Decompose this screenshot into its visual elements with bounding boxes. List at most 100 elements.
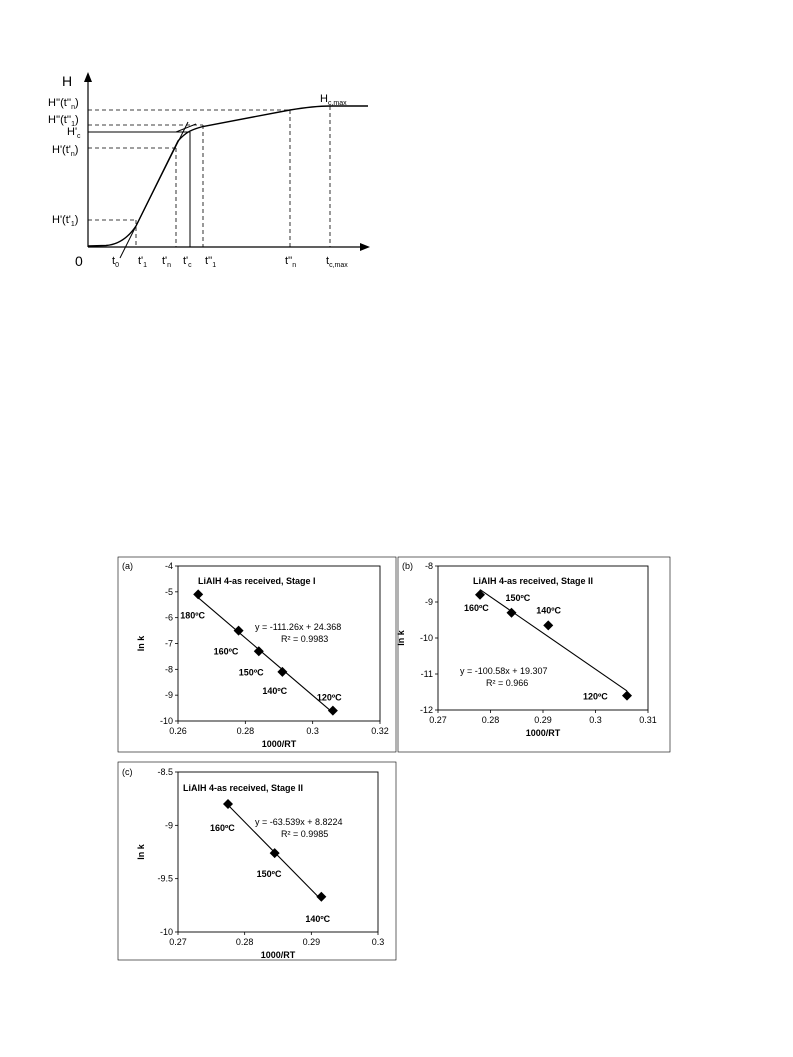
y-tick-label: -12	[420, 705, 433, 715]
y-tick-label: -9.5	[157, 874, 173, 884]
chart-panel-b: (b) -8 -9 -10 -11 -120.27 0.28 0.29 0.3 0.31 1000/…	[396, 556, 671, 753]
data-point-label: 140ºC	[305, 914, 330, 924]
y-axis-title: ln k	[136, 843, 146, 859]
y-tick-label: -11	[421, 669, 433, 679]
label-h-tn2: H''(t''n)	[48, 97, 79, 111]
plot-area-border	[437, 565, 649, 711]
data-point-diamond	[327, 705, 338, 716]
y-axis-title: ln k	[396, 629, 406, 645]
data-point-diamond	[277, 666, 288, 677]
x-tick-label: 0.32	[371, 726, 389, 736]
schematic-x-labels: t0 t'1 t'n t'c t''1 t''n tc,max	[112, 255, 348, 269]
trendline-equation: y = -100.58x + 19.307	[460, 666, 548, 676]
label-h-tn1: H'(t'n)	[52, 144, 78, 158]
x-tick-label: 0.3	[589, 715, 602, 725]
y-axis-title: ln k	[136, 635, 146, 651]
data-point-diamond	[543, 620, 554, 631]
x-tick-label: 0.28	[237, 726, 255, 736]
y-tick-label: -8	[165, 664, 173, 674]
data-point-label: 140ºC	[262, 686, 287, 696]
chart-panel-a: (a) -4 -5 -6 -7 -8 -9 -100.26 0.28 0.3 0.32 1000/RT…	[117, 556, 397, 753]
data-point-label: 120ºC	[583, 692, 608, 702]
x-tick-label: 0.31	[639, 715, 657, 725]
x-tick-label: 0.27	[429, 715, 447, 725]
trendline-equation: y = -111.26x + 24.368	[255, 622, 341, 632]
y-tick-label: -4	[165, 561, 173, 571]
data-point-diamond	[193, 589, 204, 600]
y-tick-label: -5	[165, 587, 173, 597]
label-t0: t0	[112, 255, 119, 269]
y-tick-label: -8	[425, 561, 433, 571]
chart-title: LiAlH 4-as received, Stage I	[198, 576, 316, 586]
label-h-t11: H'(t'1)	[52, 214, 78, 228]
y-tick-label: -10	[420, 633, 433, 643]
data-point-diamond	[475, 589, 485, 600]
trendline	[197, 597, 334, 714]
y-tick-label: -7	[165, 639, 173, 649]
label-hcmax: Hc,max	[320, 93, 347, 107]
label-t12: t''1	[205, 255, 216, 269]
x-tick-label: 0.28	[482, 715, 500, 725]
x-axis-title: 1000/RT	[526, 728, 561, 738]
data-point-label: 150ºC	[257, 869, 282, 879]
trendline-r-squared: R² = 0.9983	[281, 634, 328, 644]
panel-outer-frame	[117, 556, 397, 753]
x-tick-label: 0.27	[169, 937, 187, 947]
data-point-label: 150ºC	[506, 593, 531, 603]
label-hc: H'c	[67, 126, 81, 140]
label-h-t12: H''(t''1)	[48, 114, 79, 128]
data-point-label: 180ºC	[180, 610, 205, 620]
trendline	[479, 589, 628, 692]
label-t1: t'1	[138, 255, 147, 269]
schematic-tangent-line-2	[175, 123, 197, 133]
panel-outer-frame	[397, 556, 671, 753]
data-point-diamond	[506, 607, 517, 618]
label-tc: t'c	[183, 255, 192, 269]
x-axis-title: 1000/RT	[261, 950, 296, 960]
panel-label: (c)	[122, 767, 133, 777]
data-point-label: 120ºC	[317, 693, 342, 703]
schematic-origin-label: 0	[75, 253, 83, 269]
x-axis-title: 1000/RT	[262, 739, 297, 749]
data-point-label: 160ºC	[214, 647, 239, 657]
data-point-label: 160ºC	[210, 823, 235, 833]
x-tick-label: 0.3	[372, 937, 385, 947]
y-tick-label: -8.5	[157, 767, 173, 777]
panel-outer-frame	[117, 761, 397, 961]
data-point-diamond	[316, 891, 327, 902]
data-point-diamond	[223, 799, 233, 809]
y-tick-label: -9	[165, 690, 173, 700]
data-point-diamond	[253, 646, 264, 657]
label-tcmax: tc,max	[326, 255, 348, 269]
label-tn2: t''n	[285, 255, 296, 269]
x-tick-label: 0.29	[303, 937, 321, 947]
y-tick-label: -10	[160, 716, 173, 726]
x-tick-label: 0.3	[306, 726, 319, 736]
data-point-diamond	[269, 848, 280, 859]
data-point-diamond	[622, 690, 632, 701]
data-point-label: 150ºC	[239, 667, 264, 677]
x-tick-label: 0.26	[169, 726, 187, 736]
data-point-label: 140ºC	[536, 605, 561, 615]
schematic-tangent-line-1	[119, 121, 189, 259]
schematic-y-axis-label: H	[62, 73, 72, 89]
y-tick-label: -6	[165, 613, 173, 623]
chart-title: LiAlH 4-as received, Stage II	[473, 576, 593, 586]
trendline-r-squared: R² = 0.966	[486, 678, 528, 688]
chart-title: LiAlH 4-as received, Stage II	[183, 783, 303, 793]
data-point-diamond	[233, 625, 244, 636]
plot-area-border	[177, 771, 379, 933]
y-tick-label: -9	[165, 820, 173, 830]
x-tick-label: 0.28	[236, 937, 254, 947]
label-tn: t'n	[162, 255, 171, 269]
y-tick-label: -9	[425, 597, 433, 607]
plot-area-border	[177, 565, 381, 722]
x-tick-label: 0.29	[534, 715, 552, 725]
panel-label: (a)	[122, 561, 133, 571]
y-axis-arrow-icon	[84, 72, 92, 82]
schematic-y-labels: H''(t''n) H''(t''1) H'c H'(t'n) H'(t'1)	[48, 97, 81, 228]
chart-panel-c: (c) -8.5 -9 -9.5 -100.27 0.28 0.29 0.3 1000/RT ln…	[117, 761, 397, 961]
schematic-diagram: H 0 H''(t''n) H''(t''1) H'c H'(t'n) H'(t…	[48, 72, 370, 269]
